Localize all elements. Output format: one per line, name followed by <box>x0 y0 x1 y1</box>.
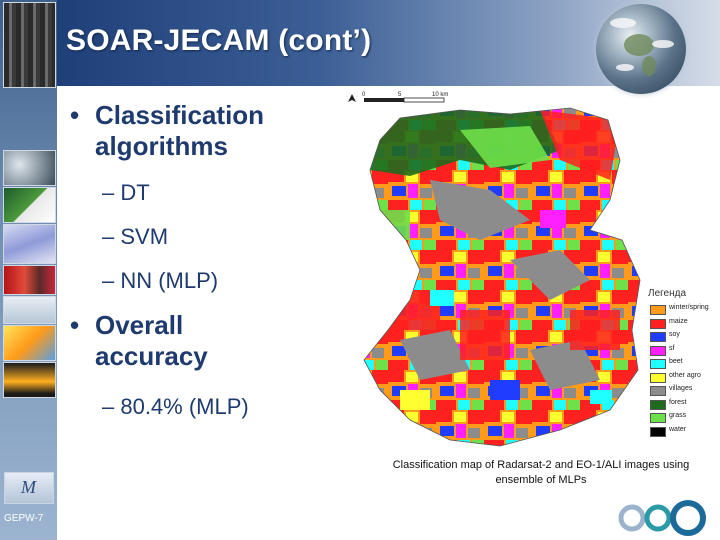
classification-map: 0 5 10 km <box>348 92 641 447</box>
caption-line: Classification map of Radarsat-2 and EO-… <box>392 459 690 471</box>
scale-label: 0 <box>362 92 366 98</box>
legend-swatch <box>650 305 666 315</box>
legend-swatch <box>650 318 666 329</box>
legend-swatch <box>650 359 666 369</box>
decorative-rings-icon <box>618 500 706 536</box>
bullet-text-line: accuracy <box>95 341 208 371</box>
sidebar-thumbnail-satellite-clouds <box>3 150 56 186</box>
cloud-shape <box>610 18 636 28</box>
legend-label: maize <box>669 317 688 325</box>
map-caption: Classification map of Radarsat-2 and EO-… <box>362 458 720 488</box>
sub-bullet: – 80.4% (MLP) <box>102 394 249 419</box>
cloud-shape <box>616 64 634 71</box>
legend-label: grass <box>669 412 687 419</box>
cloud-shape <box>652 40 674 48</box>
sub-bullet: – SVM <box>102 224 169 249</box>
legend-label: winter/spring <box>669 304 709 311</box>
organization-logo: M <box>4 472 54 504</box>
scale-label: 10 km <box>432 92 448 98</box>
bullet-text-line: algorithms <box>95 131 228 161</box>
legend-swatch <box>650 426 666 437</box>
slide-title: SOAR-JECAM (cont’) <box>66 24 372 57</box>
north-arrow-icon <box>348 94 356 102</box>
legend-label: beet <box>669 358 683 365</box>
globe-icon <box>596 4 686 94</box>
map-legend: Легенда winter/spring maize soy sf beet other… <box>648 288 720 448</box>
sub-bullet: – NN (MLP) <box>102 268 219 293</box>
sidebar-thumbnail-yellow-chart <box>3 325 56 361</box>
bullet-text-line: Classification <box>95 100 265 130</box>
scale-bar: 0 5 10 km <box>362 92 448 103</box>
caption-line: ensemble of MLPs <box>495 474 587 486</box>
legend-label: soy <box>669 331 680 338</box>
sidebar-thumbnail-red-map <box>3 265 56 295</box>
sidebar-thumbnail-green-map <box>3 187 56 223</box>
legend-title: Легенда <box>648 288 687 299</box>
legend-label: forest <box>669 398 687 406</box>
legend-swatch <box>650 372 666 383</box>
legend-swatch <box>650 345 666 356</box>
region-outline <box>363 107 641 447</box>
legend-swatch <box>650 386 666 396</box>
continent-shape <box>624 34 654 56</box>
legend-label: other agro <box>669 371 701 379</box>
sidebar-thumbnail-server-rack <box>3 2 56 88</box>
legend-label: water <box>669 425 687 433</box>
sidebar-thumbnail-grey-map <box>3 296 56 324</box>
sub-bullet: – DT <box>102 180 150 205</box>
legend-label: sf <box>669 344 675 352</box>
continent-shape <box>642 56 656 76</box>
scale-label: 5 <box>398 92 402 98</box>
logo-letter: M <box>21 477 36 497</box>
bullet-marker: • <box>70 310 80 340</box>
legend-swatch <box>650 332 666 342</box>
left-sidebar: M GEPW-7 <box>0 0 57 540</box>
bullet-marker: • <box>70 100 80 130</box>
footer-label: GEPW-7 <box>4 513 44 524</box>
legend-label: villages <box>669 385 693 392</box>
legend-swatch <box>650 399 666 410</box>
sidebar-thumbnail-blue-map <box>3 224 56 264</box>
legend-swatch <box>650 413 666 423</box>
bullet-text-line: Overall <box>95 310 184 340</box>
sidebar-thumbnail-sunset-photo <box>3 362 56 398</box>
